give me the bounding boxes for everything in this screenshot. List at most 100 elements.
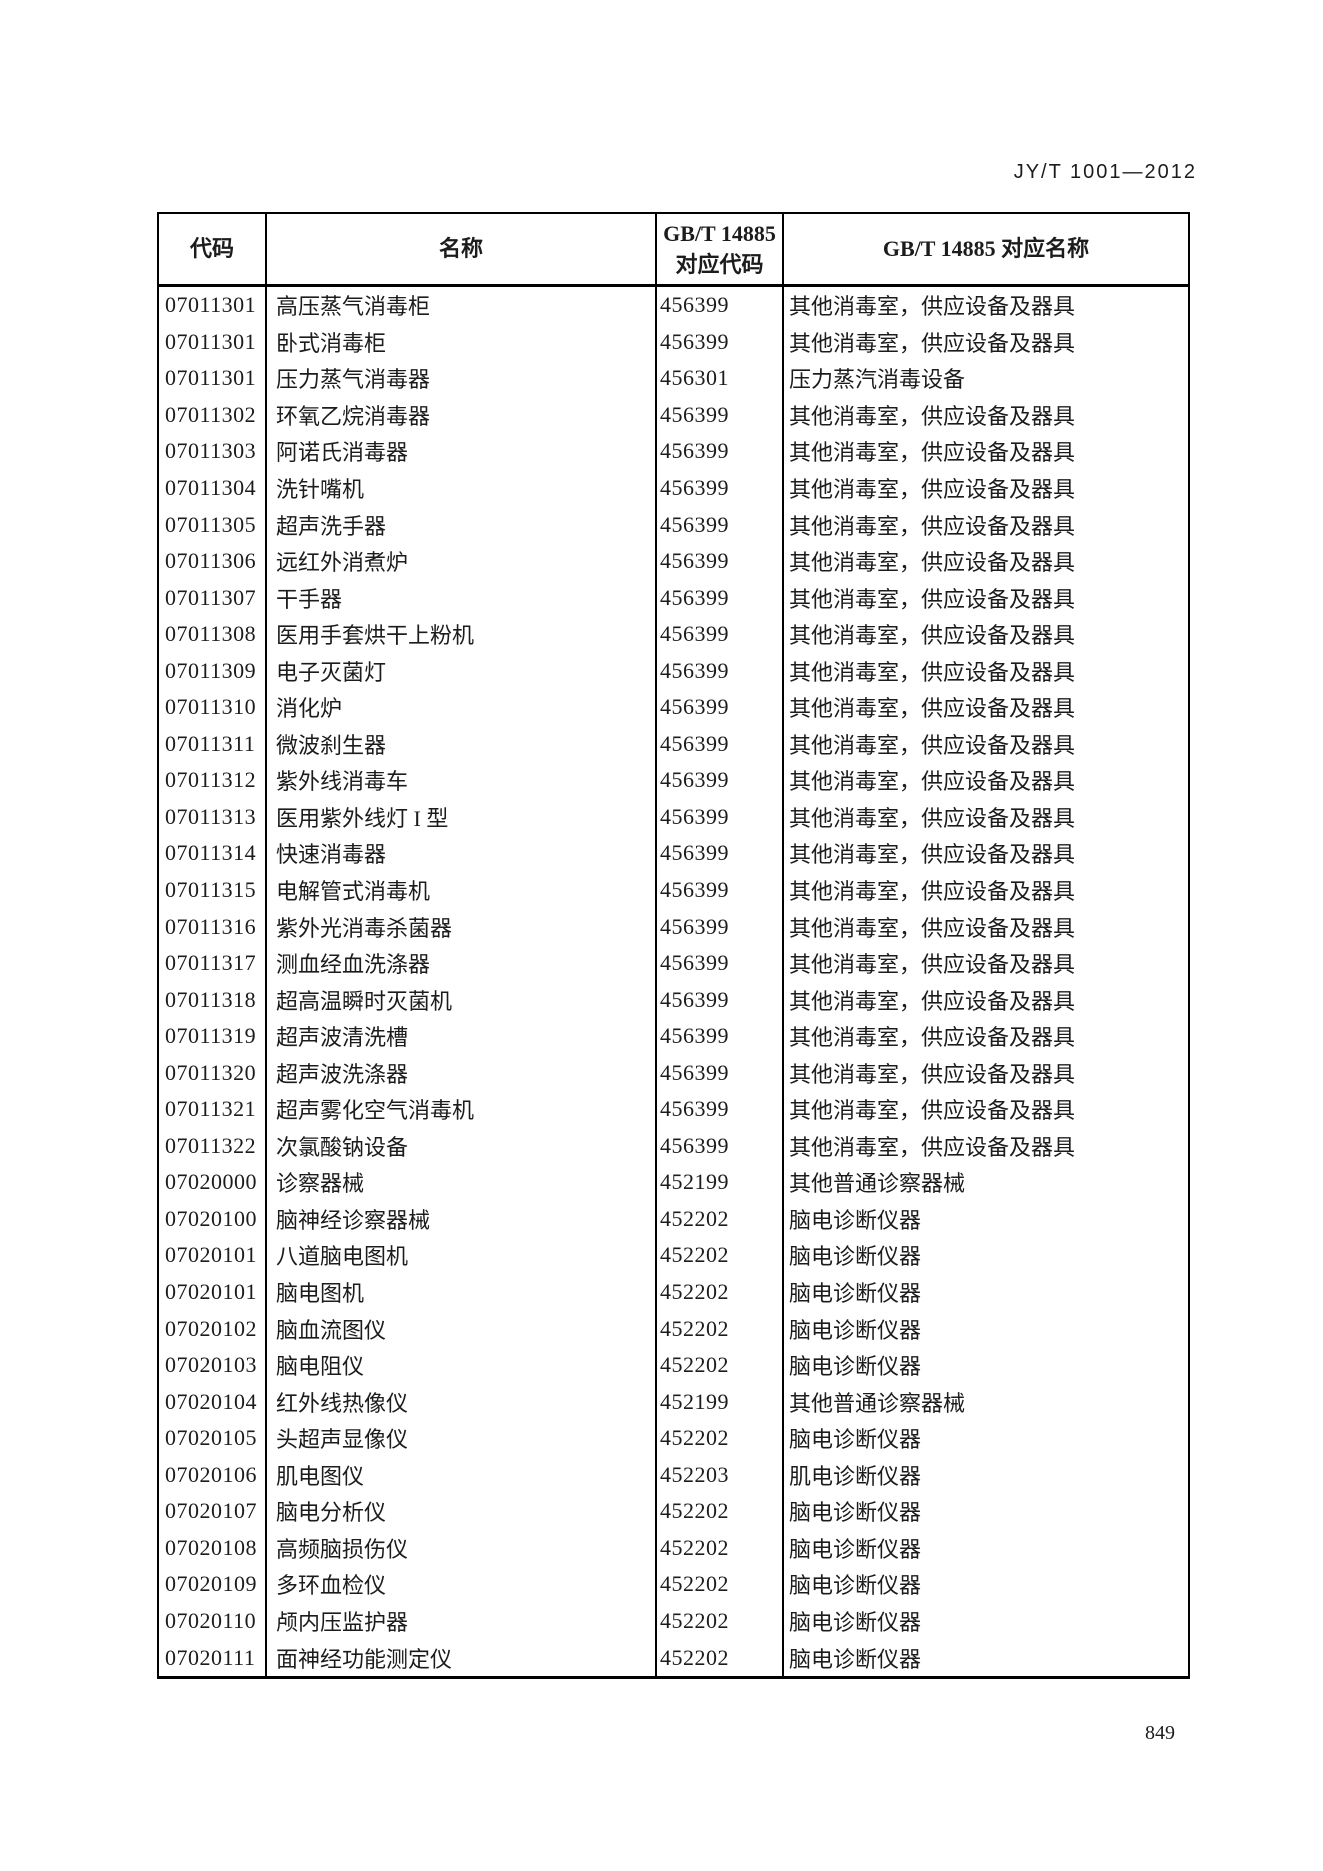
cell-code: 07011316 — [165, 913, 257, 939]
cell-name: 高频脑损伤仪 — [265, 1529, 656, 1567]
cell-gbt-code: 456399 — [655, 1017, 783, 1055]
cell-name: 多环血检仪 — [265, 1566, 656, 1603]
cell-code: 07011303 — [165, 438, 257, 464]
cell-gbt-code: 456399 — [655, 908, 783, 945]
cell-gbt-code: 456399 — [655, 469, 783, 507]
table-row: 07011313 医用紫外线灯 I 型 456399 其他消毒室，供应设备及器具 — [158, 798, 1189, 836]
table-row: 07011318 超高温瞬时灭菌机 456399 其他消毒室，供应设备及器具 — [158, 981, 1189, 1018]
cell-name: 八道脑电图机 — [265, 1237, 656, 1274]
cell-code: 07011320 — [165, 1059, 257, 1085]
table-row: 07011302 环氧乙烷消毒器 456399 其他消毒室，供应设备及器具 — [158, 396, 1189, 434]
cell-name: 脑电图机 — [265, 1273, 656, 1311]
cell-name: 红外线热像仪 — [265, 1383, 656, 1420]
table-row: 07011315 电解管式消毒机 456399 其他消毒室，供应设备及器具 — [158, 871, 1189, 909]
cell-code: 07020101 — [165, 1279, 257, 1305]
cell-gbt-code: 452202 — [655, 1346, 783, 1384]
table-row: 07011321 超声雾化空气消毒机 456399 其他消毒室，供应设备及器具 — [158, 1091, 1189, 1128]
cell-name: 医用紫外线灯 I 型 — [265, 798, 656, 836]
cell-code: 07011305 — [165, 511, 257, 537]
table-row: 07011303 阿诺氏消毒器 456399 其他消毒室，供应设备及器具 — [158, 433, 1189, 470]
cell-gbt-name: 肌电诊断仪器 — [782, 1456, 1189, 1494]
cell-gbt-name: 其他消毒室，供应设备及器具 — [782, 725, 1189, 763]
cell-code: 07020103 — [165, 1352, 257, 1378]
cell-code: 07011302 — [165, 401, 257, 427]
table-body: 07011301 高压蒸气消毒柜 456399 其他消毒室，供应设备及器具 07… — [158, 285, 1189, 1678]
table-row: 07011301 压力蒸气消毒器 456301 压力蒸汽消毒设备 — [158, 360, 1189, 397]
cell-gbt-name: 脑电诊断仪器 — [782, 1493, 1189, 1530]
cell-gbt-code: 456399 — [655, 1054, 783, 1092]
cell-code: 07011304 — [165, 475, 257, 500]
cell-gbt-name: 其他消毒室，供应设备及器具 — [782, 506, 1189, 543]
table-row: 07020110 颅内压监护器 452202 脑电诊断仪器 — [158, 1602, 1189, 1640]
col-header-code: 代码 — [158, 213, 266, 287]
table-row: 07011301 卧式消毒柜 456399 其他消毒室，供应设备及器具 — [158, 323, 1189, 361]
cell-gbt-code: 456399 — [655, 579, 783, 616]
cell-gbt-name: 其他消毒室，供应设备及器具 — [782, 615, 1189, 653]
table-row: 07011317 测血经血洗涤器 456399 其他消毒室，供应设备及器具 — [158, 944, 1189, 982]
cell-name: 压力蒸气消毒器 — [265, 360, 656, 397]
cell-code: 07011310 — [165, 694, 257, 720]
cell-code: 07020108 — [165, 1534, 257, 1560]
cell-gbt-name: 其他消毒室，供应设备及器具 — [782, 798, 1189, 836]
cell-gbt-code: 456399 — [655, 615, 783, 653]
cell-gbt-name: 其他消毒室，供应设备及器具 — [782, 944, 1189, 982]
cell-gbt-code: 452202 — [655, 1310, 783, 1347]
cell-code: 07011311 — [165, 730, 256, 756]
cell-gbt-name: 脑电诊断仪器 — [782, 1200, 1189, 1238]
cell-name: 超声洗手器 — [265, 506, 656, 543]
cell-gbt-code: 452203 — [655, 1456, 783, 1494]
cell-gbt-code: 452202 — [655, 1566, 783, 1603]
cell-code: 07011309 — [165, 657, 257, 683]
page-number: 849 — [1145, 1722, 1175, 1744]
cell-name: 微波刹生器 — [265, 725, 656, 763]
col-header-gbt-code: GB/T 14885 对应代码 — [655, 213, 783, 287]
cell-gbt-name: 其他消毒室，供应设备及器具 — [782, 762, 1189, 799]
table-row: 07020108 高频脑损伤仪 452202 脑电诊断仪器 — [158, 1529, 1189, 1567]
cell-gbt-name: 其他消毒室，供应设备及器具 — [782, 652, 1189, 690]
table-row: 07011316 紫外光消毒杀菌器 456399 其他消毒室，供应设备及器具 — [158, 908, 1189, 945]
cell-gbt-code: 456399 — [655, 652, 783, 690]
cell-code: 07011317 — [165, 950, 257, 976]
table-row: 07011311 微波刹生器 456399 其他消毒室，供应设备及器具 — [158, 725, 1189, 763]
col-header-gbt-code-line2: 对应代码 — [675, 252, 764, 277]
cell-name: 次氯酸钠设备 — [265, 1127, 656, 1165]
table-row: 07011301 高压蒸气消毒柜 456399 其他消毒室，供应设备及器具 — [158, 285, 1189, 324]
cell-code: 07011301 — [165, 365, 257, 391]
cell-gbt-name: 其他消毒室，供应设备及器具 — [782, 835, 1189, 872]
cell-name: 头超声显像仪 — [265, 1419, 656, 1457]
cell-name: 医用手套烘干上粉机 — [265, 615, 656, 653]
cell-gbt-name: 脑电诊断仪器 — [782, 1310, 1189, 1347]
table-row: 07011306 远红外消煮炉 456399 其他消毒室，供应设备及器具 — [158, 542, 1189, 580]
col-header-name: 名称 — [265, 213, 656, 287]
cell-name: 阿诺氏消毒器 — [265, 433, 656, 470]
cell-code: 07020106 — [165, 1461, 257, 1487]
cell-gbt-code: 452199 — [655, 1164, 783, 1201]
cell-gbt-name: 其他普通诊察器械 — [782, 1383, 1189, 1420]
cell-code: 07020100 — [165, 1205, 257, 1231]
cell-name: 肌电图仪 — [265, 1456, 656, 1494]
cell-gbt-code: 456301 — [655, 360, 783, 397]
table-row: 07020100 脑神经诊察器械 452202 脑电诊断仪器 — [158, 1200, 1189, 1238]
cell-gbt-code: 456399 — [655, 689, 783, 726]
cell-name: 脑电阻仪 — [265, 1346, 656, 1384]
cell-code: 07011315 — [165, 877, 257, 903]
table-row: 07011319 超声波清洗槽 456399 其他消毒室，供应设备及器具 — [158, 1017, 1189, 1055]
cell-gbt-name: 压力蒸汽消毒设备 — [782, 360, 1189, 397]
cell-gbt-code: 456399 — [655, 871, 783, 909]
cell-code: 07020102 — [165, 1315, 257, 1341]
cell-gbt-name: 脑电诊断仪器 — [782, 1639, 1189, 1678]
cell-gbt-name: 其他消毒室，供应设备及器具 — [782, 1091, 1189, 1128]
cell-gbt-name: 其他消毒室，供应设备及器具 — [782, 433, 1189, 470]
cell-code: 07020111 — [165, 1644, 256, 1670]
cell-code: 07020104 — [165, 1388, 257, 1414]
cell-gbt-name: 其他消毒室，供应设备及器具 — [782, 1127, 1189, 1165]
cell-name: 测血经血洗涤器 — [265, 944, 656, 982]
cell-gbt-code: 456399 — [655, 762, 783, 799]
table-row: 07020103 脑电阻仪 452202 脑电诊断仪器 — [158, 1346, 1189, 1384]
cell-gbt-code: 452202 — [655, 1273, 783, 1311]
cell-gbt-name: 其他消毒室，供应设备及器具 — [782, 908, 1189, 945]
cell-name: 紫外线消毒车 — [265, 762, 656, 799]
cell-gbt-code: 452202 — [655, 1639, 783, 1678]
cell-name: 超高温瞬时灭菌机 — [265, 981, 656, 1018]
cell-gbt-name: 脑电诊断仪器 — [782, 1529, 1189, 1567]
